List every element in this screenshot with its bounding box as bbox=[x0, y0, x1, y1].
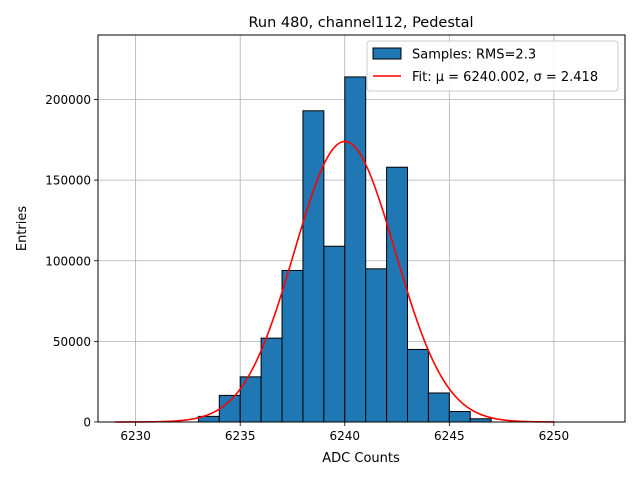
histogram-bar bbox=[427, 392, 450, 423]
x-axis-ticks: 6230 6235 6240 6245 6250 bbox=[120, 422, 569, 443]
y-axis-ticks: 0 50000 100000 150000 200000 bbox=[45, 93, 98, 430]
y-tick-label: 0 bbox=[83, 416, 91, 430]
x-tick-label: 6235 bbox=[225, 429, 256, 443]
histogram-bar bbox=[448, 411, 471, 423]
legend: Samples: RMS=2.3 Fit: μ = 6240.002, σ = … bbox=[366, 40, 619, 92]
y-tick-label: 150000 bbox=[45, 174, 91, 188]
histogram-bar bbox=[323, 245, 346, 423]
y-tick-label: 50000 bbox=[53, 335, 91, 349]
x-tick-label: 6245 bbox=[434, 429, 465, 443]
histogram-bar bbox=[386, 166, 409, 423]
histogram-bar bbox=[302, 110, 325, 423]
x-tick-label: 6250 bbox=[539, 429, 570, 443]
histogram-bar bbox=[281, 269, 304, 423]
x-axis-label: ADC Counts bbox=[322, 451, 400, 466]
y-tick-label: 200000 bbox=[45, 93, 91, 107]
x-tick-label: 6230 bbox=[120, 429, 151, 443]
y-tick-label: 100000 bbox=[45, 254, 91, 268]
histogram-bar bbox=[365, 268, 388, 423]
histogram-bar bbox=[218, 394, 241, 423]
legend-swatch-samples bbox=[372, 47, 402, 60]
fit-curve bbox=[114, 140, 554, 423]
legend-box bbox=[366, 40, 619, 92]
y-axis-label: Entries bbox=[15, 206, 30, 252]
legend-label-fit: Fit: μ = 6240.002, σ = 2.418 bbox=[412, 70, 598, 85]
histogram-bar bbox=[260, 337, 283, 423]
histogram-bar bbox=[344, 76, 367, 423]
histogram-bar bbox=[407, 348, 429, 423]
legend-label-samples: Samples: RMS=2.3 bbox=[412, 48, 536, 63]
chart-title: Run 480, channel112, Pedestal bbox=[248, 15, 473, 31]
plot-frame bbox=[97, 34, 626, 423]
x-tick-label: 6240 bbox=[329, 429, 360, 443]
histogram-bars bbox=[197, 76, 492, 423]
